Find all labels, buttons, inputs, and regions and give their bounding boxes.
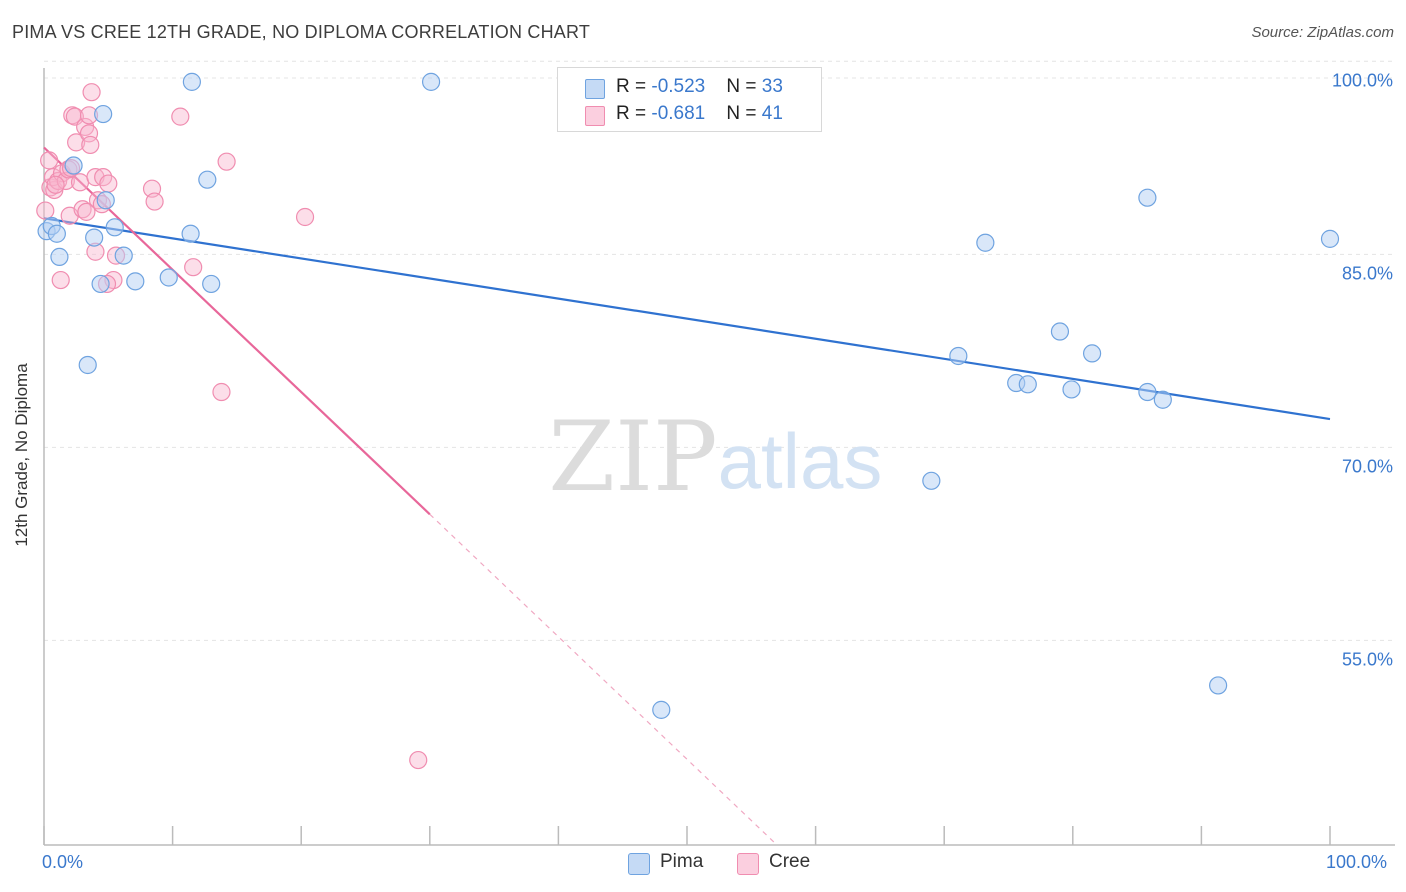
cree-legend-swatch xyxy=(737,853,759,875)
pima-point xyxy=(50,247,69,266)
x-tick-label-max: 100.0% xyxy=(1326,852,1388,872)
pima-point xyxy=(1082,344,1102,363)
pima-point xyxy=(198,170,217,189)
cree-point xyxy=(46,175,65,194)
pima-point xyxy=(47,224,66,243)
cree-point xyxy=(217,152,236,171)
watermark-atlas: atlas xyxy=(718,417,883,505)
cree-point xyxy=(67,133,86,152)
source-note: Source: ZipAtlas.com xyxy=(1251,24,1394,41)
pima-point xyxy=(1138,188,1157,207)
cree-point xyxy=(36,201,55,220)
cree-point xyxy=(40,151,59,170)
pima-point xyxy=(114,246,133,265)
pima-point xyxy=(202,274,221,294)
y-tick-label: 70.0% xyxy=(1342,456,1393,476)
cree-n-label: N = xyxy=(726,103,762,124)
cree-n-value: 41 xyxy=(761,103,783,124)
pima-point xyxy=(652,700,671,719)
cree-point xyxy=(212,382,231,402)
pima-r-label: R = xyxy=(616,76,652,97)
pima-point xyxy=(96,191,115,210)
pima-point xyxy=(85,228,104,247)
pima-point xyxy=(78,355,97,375)
pima-r-value: -0.523 xyxy=(651,76,706,97)
y-axis-label: 12th Grade, No Diploma xyxy=(12,363,31,547)
cree-point xyxy=(77,202,96,221)
chart-title: PIMA VS CREE 12TH GRADE, NO DIPLOMA CORR… xyxy=(12,22,591,42)
cree-point xyxy=(51,270,70,290)
gridlines xyxy=(44,60,1395,641)
stats-legend: R = -0.523 N = 33 R = -0.681 N = 41 xyxy=(557,67,822,132)
pima-point xyxy=(1153,390,1172,409)
cree-point xyxy=(79,124,99,143)
pima-point xyxy=(94,104,113,124)
pima-legend-label: Pima xyxy=(660,851,704,872)
pima-point xyxy=(976,233,995,252)
pima-point xyxy=(1062,380,1081,399)
cree-point xyxy=(99,174,118,193)
cree-swatch xyxy=(585,106,605,126)
pima-legend-swatch xyxy=(628,853,650,875)
pima-point xyxy=(159,268,178,287)
data-points xyxy=(36,72,1340,770)
cree-point xyxy=(409,750,428,770)
cree-legend-label: Cree xyxy=(769,851,811,872)
pima-trend-line xyxy=(43,217,1331,421)
pima-point xyxy=(105,218,124,237)
cree-point xyxy=(295,207,315,227)
x-tick-label-min: 0.0% xyxy=(42,852,84,872)
cree-point xyxy=(82,83,101,102)
pima-point xyxy=(949,346,968,366)
cree-point xyxy=(171,107,190,126)
cree-r-value: -0.681 xyxy=(651,103,706,124)
y-tick-label: 85.0% xyxy=(1342,263,1393,283)
pima-point xyxy=(1018,375,1037,394)
pima-point xyxy=(64,156,83,175)
pima-stats: R = -0.523 N = 33 xyxy=(616,76,783,98)
pima-point xyxy=(1209,676,1228,695)
y-tick-label: 100.0% xyxy=(1332,70,1393,90)
cree-point xyxy=(184,258,203,277)
pima-point xyxy=(182,72,201,91)
pima-point xyxy=(1320,229,1340,248)
pima-point xyxy=(1050,322,1070,341)
cree-r-label: R = xyxy=(616,103,652,124)
watermark: ZIP atlas xyxy=(548,401,882,513)
y-tick-labels: 100.0% 85.0% 70.0% 55.0% xyxy=(1332,70,1393,669)
pima-point xyxy=(126,272,145,291)
pima-point xyxy=(421,72,441,91)
cree-point xyxy=(81,135,100,155)
cree-point xyxy=(145,192,164,211)
pima-point xyxy=(1138,382,1157,402)
pima-point xyxy=(181,224,200,243)
y-tick-label: 55.0% xyxy=(1342,649,1393,669)
axes xyxy=(43,68,1395,846)
pima-n-value: 33 xyxy=(761,76,783,97)
pima-n-label: N = xyxy=(726,76,762,97)
watermark-zip: ZIP xyxy=(548,401,717,513)
cree-trend-extension xyxy=(429,513,778,846)
pima-point xyxy=(91,274,110,294)
pima-point xyxy=(922,471,941,490)
cree-stats: R = -0.681 N = 41 xyxy=(616,103,783,125)
pima-swatch xyxy=(585,79,605,99)
